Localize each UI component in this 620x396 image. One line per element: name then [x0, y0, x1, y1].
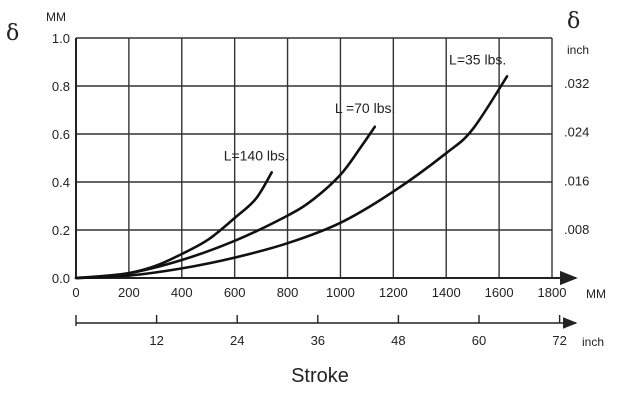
y-left-tick-label: 0.4 [52, 175, 70, 190]
x-primary-unit: MM [586, 287, 606, 301]
x-secondary-tick-label: 48 [391, 333, 405, 348]
x-primary-tick-label: 1600 [485, 285, 514, 300]
x-secondary-tick-label: 60 [472, 333, 486, 348]
y-left-tick-label: 0.0 [52, 271, 70, 286]
x-primary-tick-label: 200 [118, 285, 140, 300]
y-left-tick-label: 1.0 [52, 31, 70, 46]
y-left-unit: MM [46, 10, 66, 24]
y-left-symbol: δ [6, 21, 19, 46]
x-primary-tick-label: 800 [277, 285, 299, 300]
y-right-unit: inch [567, 43, 589, 57]
x-primary-tick-label: 1800 [538, 285, 567, 300]
axes [75, 38, 578, 329]
x-primary-tick-label: 1400 [432, 285, 461, 300]
y-right-tick-label: .008 [564, 222, 589, 237]
x-secondary-unit: inch [582, 335, 604, 349]
x-secondary-tick-label: 24 [230, 333, 244, 348]
x-secondary-tick-label: 72 [552, 333, 566, 348]
x-secondary-tick-label: 12 [149, 333, 163, 348]
grid [75, 37, 553, 279]
y-right-tick-label: .024 [564, 125, 589, 140]
y-left-tick-label: 0.8 [52, 79, 70, 94]
y-left-tick-label: 0.2 [52, 223, 70, 238]
series-lines [74, 75, 509, 280]
x-primary-tick-label: 1000 [326, 285, 355, 300]
series-line [74, 125, 377, 280]
x-primary-tick-label: 400 [171, 285, 193, 300]
x-axis-title: Stroke [291, 365, 349, 387]
y-right-symbol: δ [567, 9, 580, 34]
x-primary-tick-label: 1200 [379, 285, 408, 300]
y-right-tick-label: .016 [564, 173, 589, 188]
series-label: L=35 lbs. [449, 51, 506, 67]
x-primary-tick-label: 600 [224, 285, 246, 300]
series-line [74, 75, 509, 280]
x-primary-tick-label: 0 [72, 285, 79, 300]
y-right-tick-label: .032 [564, 76, 589, 91]
series-labels: L=140 lbs. L =70 lbs. L=35 lbs. [224, 51, 507, 163]
x-secondary-tick-label: 36 [311, 333, 325, 348]
y-left-tick-label: 0.6 [52, 127, 70, 142]
series-label: L =70 lbs. [335, 100, 396, 116]
series-label: L=140 lbs. [224, 147, 289, 163]
tick-labels: 0.0 0.2 0.4 0.6 0.8 1.0 .008 .016 .024 .032 0 200 40… [52, 31, 589, 348]
